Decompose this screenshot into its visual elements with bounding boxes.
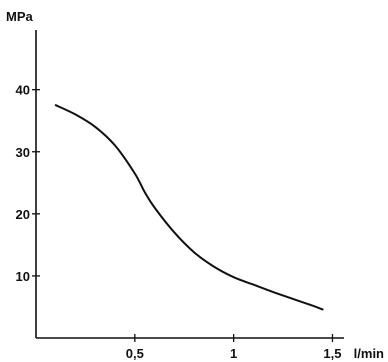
y-axis-title: MPa [6, 9, 34, 24]
y-tick-label: 30 [16, 145, 30, 160]
y-tick-label: 10 [16, 269, 30, 284]
x-tick-label: 1,5 [323, 346, 341, 361]
x-ticks: 0,5 1 1,5 [126, 334, 342, 361]
y-tick-label: 40 [16, 83, 30, 98]
series-layer [54, 104, 324, 311]
x-tick-label: 1 [230, 346, 237, 361]
y-ticks: 10 20 30 40 [16, 83, 40, 284]
y-tick-label: 20 [16, 207, 30, 222]
x-tick-label: 0,5 [126, 346, 144, 361]
x-axis-title: l/min [354, 346, 384, 361]
series-line [54, 104, 324, 311]
